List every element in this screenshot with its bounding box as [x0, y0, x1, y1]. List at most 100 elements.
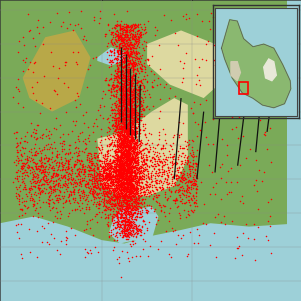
Point — [20, 34, 25, 39]
Point — [19, 153, 24, 158]
Point — [126, 191, 131, 195]
Point — [120, 219, 125, 224]
Point — [135, 206, 139, 211]
Point — [107, 174, 111, 179]
Point — [39, 157, 44, 162]
Point — [119, 95, 124, 99]
Point — [54, 160, 59, 165]
Point — [115, 53, 120, 58]
Point — [119, 78, 124, 82]
Point — [125, 37, 129, 42]
Point — [128, 164, 132, 169]
Point — [154, 195, 158, 200]
Point — [131, 183, 135, 188]
Point — [135, 137, 140, 142]
Point — [187, 141, 192, 146]
Point — [118, 149, 123, 154]
Point — [81, 169, 86, 174]
Point — [117, 146, 122, 150]
Point — [119, 178, 124, 183]
Point — [121, 92, 126, 97]
Point — [92, 169, 97, 174]
Point — [125, 89, 130, 94]
Point — [135, 204, 139, 209]
Point — [96, 184, 101, 188]
Point — [77, 208, 82, 213]
Point — [115, 34, 120, 39]
Point — [125, 151, 130, 156]
Point — [126, 98, 130, 103]
Point — [58, 239, 63, 244]
Point — [132, 57, 137, 62]
Point — [24, 129, 29, 134]
Point — [185, 182, 189, 187]
Point — [133, 163, 138, 167]
Point — [120, 112, 125, 117]
Point — [141, 154, 146, 159]
Point — [21, 202, 26, 207]
Point — [120, 130, 125, 135]
Point — [138, 108, 143, 113]
Point — [134, 205, 139, 210]
Point — [121, 100, 126, 104]
Point — [48, 145, 53, 150]
Point — [191, 175, 196, 180]
Point — [65, 164, 70, 169]
Point — [133, 205, 138, 209]
Point — [47, 202, 52, 207]
Point — [128, 126, 132, 131]
Point — [126, 123, 131, 128]
Point — [117, 139, 122, 144]
Point — [121, 170, 126, 175]
Point — [126, 42, 131, 46]
Point — [119, 121, 124, 126]
Point — [122, 153, 127, 158]
Point — [104, 198, 109, 203]
Point — [124, 134, 129, 138]
Point — [162, 169, 167, 174]
Point — [147, 149, 151, 154]
Point — [50, 150, 55, 155]
Point — [191, 110, 196, 115]
Point — [118, 84, 123, 89]
Point — [94, 176, 98, 181]
Point — [133, 130, 138, 135]
Point — [123, 205, 128, 210]
Point — [132, 152, 136, 157]
Point — [164, 141, 169, 146]
Point — [125, 149, 129, 154]
Point — [138, 164, 143, 169]
Point — [146, 182, 151, 186]
Point — [189, 180, 194, 185]
Point — [126, 175, 131, 180]
Point — [122, 211, 127, 216]
Point — [125, 89, 130, 94]
Point — [132, 139, 136, 144]
Point — [123, 49, 127, 54]
Point — [31, 198, 36, 203]
Point — [129, 99, 134, 104]
Point — [112, 186, 116, 191]
Point — [129, 98, 134, 103]
Point — [103, 185, 108, 189]
Point — [121, 112, 126, 117]
Point — [119, 86, 123, 91]
Point — [129, 138, 134, 143]
Point — [126, 154, 130, 158]
Point — [31, 178, 36, 183]
Point — [47, 155, 52, 160]
Point — [119, 165, 124, 169]
Point — [132, 113, 136, 117]
Point — [189, 153, 194, 158]
Point — [155, 76, 160, 81]
Point — [109, 108, 114, 113]
Point — [120, 27, 125, 32]
Point — [217, 60, 222, 65]
Point — [104, 160, 109, 165]
Point — [113, 233, 118, 238]
Point — [119, 86, 123, 91]
Point — [119, 203, 123, 207]
Point — [45, 159, 50, 163]
Point — [113, 191, 118, 195]
Point — [138, 227, 143, 232]
